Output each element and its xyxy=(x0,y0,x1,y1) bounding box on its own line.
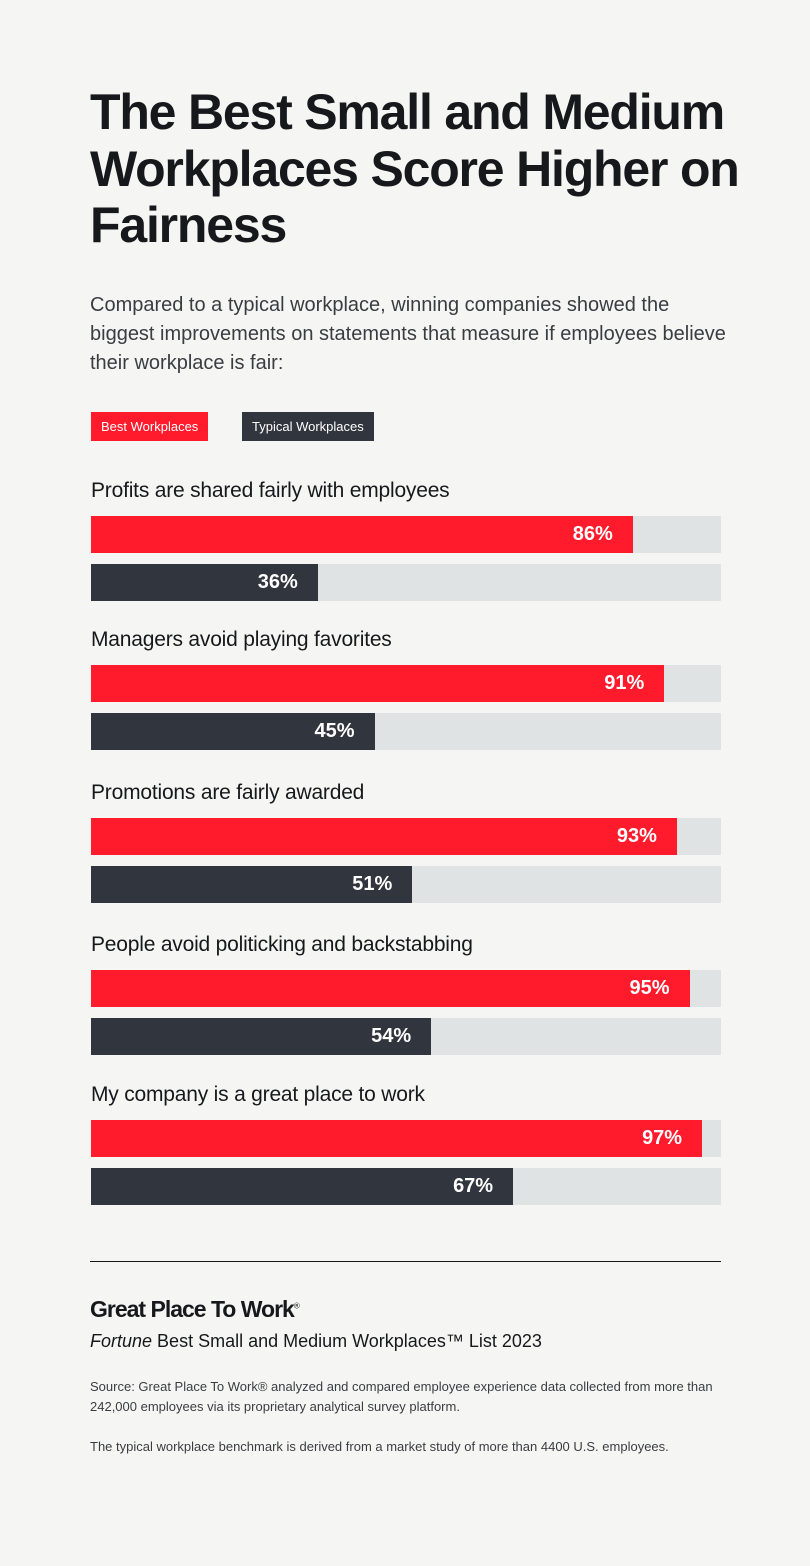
data-label: 36% xyxy=(257,571,298,593)
bar-track: 91% xyxy=(91,665,721,702)
bar-best: 93% xyxy=(91,818,677,855)
category-label: People avoid politicking and backstabbin… xyxy=(91,933,473,956)
category-label: My company is a great place to work xyxy=(91,1083,425,1106)
bar-typical: 67% xyxy=(91,1168,514,1205)
data-label: 86% xyxy=(572,523,613,545)
bar-track: 51% xyxy=(91,866,721,903)
data-label: 97% xyxy=(642,1127,683,1149)
bar-typical: 36% xyxy=(91,564,318,601)
bar-best: 97% xyxy=(91,1120,703,1157)
legend-typical-workplaces: Typical Workplaces xyxy=(242,412,374,441)
bar-track: 95% xyxy=(91,970,721,1007)
subtitle: Compared to a typical workplace, winning… xyxy=(90,294,726,374)
source-note: Source: Great Place To Work® analyzed an… xyxy=(90,1379,713,1414)
list-name-fortune: Fortune xyxy=(90,1331,153,1351)
data-label: 95% xyxy=(629,977,670,999)
bar-track: 97% xyxy=(91,1120,721,1157)
great-place-to-work-logo: Great Place To Work® xyxy=(90,1296,300,1323)
benchmark-note: The typical workplace benchmark is deriv… xyxy=(90,1439,669,1454)
bar-best: 91% xyxy=(91,665,665,702)
bar-track: 45% xyxy=(91,713,721,750)
page-title: The Best Small and Medium Workplaces Sco… xyxy=(90,84,740,253)
legend-best-workplaces: Best Workplaces xyxy=(91,412,209,441)
bar-typical: 51% xyxy=(91,866,413,903)
list-name-rest: Best Small and Medium Workplaces™ List 2… xyxy=(152,1331,542,1351)
logo-text: Great Place To Work xyxy=(90,1296,295,1322)
bar-best: 86% xyxy=(91,516,633,553)
data-label: 93% xyxy=(616,825,657,847)
bar-typical: 54% xyxy=(91,1018,432,1055)
category-label: Promotions are fairly awarded xyxy=(91,781,365,804)
bar-track: 67% xyxy=(91,1168,721,1205)
data-label: 51% xyxy=(352,873,393,895)
divider xyxy=(90,1261,721,1262)
bar-track: 36% xyxy=(91,564,721,601)
bar-track: 93% xyxy=(91,818,721,855)
category-label: Managers avoid playing favorites xyxy=(91,628,392,651)
registered-mark: ® xyxy=(293,1301,300,1311)
data-label: 54% xyxy=(371,1025,412,1047)
bar-typical: 45% xyxy=(91,713,375,750)
data-label: 45% xyxy=(314,720,355,742)
data-label: 91% xyxy=(604,672,645,694)
category-label: Profits are shared fairly with employees xyxy=(91,479,450,502)
bar-track: 54% xyxy=(91,1018,721,1055)
data-label: 67% xyxy=(453,1175,494,1197)
bar-track: 86% xyxy=(91,516,721,553)
list-name: Fortune Best Small and Medium Workplaces… xyxy=(90,1331,542,1352)
bar-best: 95% xyxy=(91,970,690,1007)
